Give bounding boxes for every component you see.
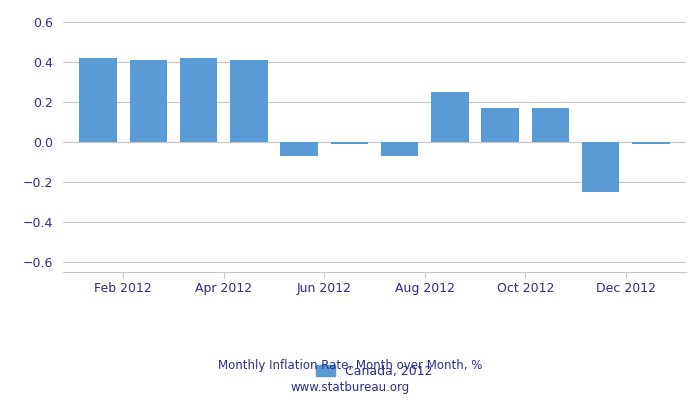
Bar (582, 142, 620, 192)
Bar (330, 142, 368, 144)
Bar (632, 142, 670, 144)
Bar (482, 108, 519, 142)
Bar (280, 142, 318, 156)
Bar (130, 60, 167, 142)
Bar (381, 142, 419, 156)
Text: Monthly Inflation Rate, Month over Month, %: Monthly Inflation Rate, Month over Month… (218, 360, 482, 372)
Bar (180, 58, 218, 142)
Bar (431, 92, 469, 142)
Bar (79, 58, 117, 142)
Text: www.statbureau.org: www.statbureau.org (290, 382, 410, 394)
Bar (230, 60, 267, 142)
Legend: Canada, 2012: Canada, 2012 (312, 360, 438, 383)
Bar (531, 108, 569, 142)
